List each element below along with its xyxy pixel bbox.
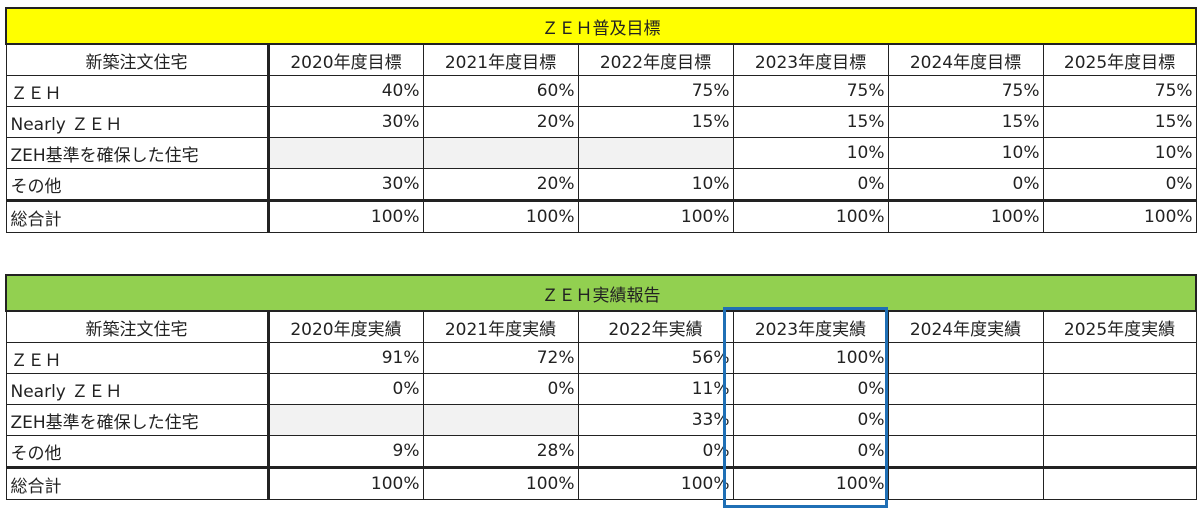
value-cell	[422, 137, 579, 169]
value-cell: 100%	[267, 199, 424, 233]
value-cell	[1042, 435, 1197, 468]
value-cell: 15%	[887, 106, 1044, 138]
value-cell: 75%	[732, 75, 889, 107]
row-label: 総合計	[5, 466, 270, 500]
column-header: 2020年度目標	[267, 43, 424, 76]
column-header: 新築注文住宅	[5, 43, 270, 76]
value-cell	[1042, 373, 1197, 405]
column-header: 2024年度目標	[887, 43, 1044, 76]
row-label: ＺＥＨ	[5, 75, 270, 107]
value-cell: 0%	[267, 373, 424, 405]
value-cell: 10%	[887, 137, 1044, 169]
column-header: 2021年度目標	[422, 43, 579, 76]
value-cell	[887, 373, 1044, 405]
value-cell: 15%	[577, 106, 734, 138]
value-cell: 10%	[577, 168, 734, 201]
value-cell: 100%	[422, 199, 579, 233]
value-cell: 100%	[267, 466, 424, 500]
table-row: Nearly ＺＥＨ 30% 20% 15% 15% 15% 15%	[5, 106, 1197, 138]
column-header: 2025年度目標	[1042, 43, 1197, 76]
value-cell: 75%	[1042, 75, 1197, 107]
column-header: 2024年度実績	[887, 310, 1044, 343]
value-cell: 100%	[577, 466, 734, 500]
row-label: ＺＥＨ	[5, 342, 270, 374]
row-label: ZEH基準を確保した住宅	[5, 404, 270, 436]
value-cell: 15%	[732, 106, 889, 138]
value-cell: 56%	[577, 342, 734, 374]
value-cell: 75%	[887, 75, 1044, 107]
value-cell: 100%	[732, 199, 889, 233]
value-cell: 0%	[887, 168, 1044, 201]
value-cell	[1042, 466, 1197, 500]
value-cell: 0%	[732, 404, 889, 436]
table-row: ＺＥＨ 40% 60% 75% 75% 75% 75%	[5, 75, 1197, 107]
results-title: ＺＥＨ実績報告	[4, 274, 1198, 312]
row-label: 総合計	[5, 199, 270, 233]
value-cell: 0%	[732, 373, 889, 405]
column-header: 2023年度実績	[732, 310, 889, 343]
value-cell: 100%	[732, 342, 889, 374]
targets-title: ＺＥＨ普及目標	[4, 7, 1198, 45]
table-row: その他 9% 28% 0% 0%	[5, 435, 1197, 468]
row-label: その他	[5, 435, 270, 468]
value-cell: 100%	[1042, 199, 1197, 233]
value-cell	[887, 466, 1044, 500]
column-header: 2021年度実績	[422, 310, 579, 343]
table-row: ZEH基準を確保した住宅 33% 0%	[5, 404, 1197, 436]
row-label: ZEH基準を確保した住宅	[5, 137, 270, 169]
value-cell: 72%	[422, 342, 579, 374]
table-row: Nearly ＺＥＨ 0% 0% 11% 0%	[5, 373, 1197, 405]
row-label: その他	[5, 168, 270, 201]
zeh-target-table: ＺＥＨ普及目標 新築注文住宅 2020年度目標 2021年度目標 2022年度目標 202…	[4, 7, 1198, 233]
value-cell	[887, 435, 1044, 468]
value-cell: 9%	[267, 435, 424, 468]
value-cell: 0%	[732, 435, 889, 468]
value-cell: 60%	[422, 75, 579, 107]
row-label: Nearly ＺＥＨ	[5, 373, 270, 405]
value-cell: 33%	[577, 404, 734, 436]
value-cell: 30%	[267, 168, 424, 201]
value-cell: 0%	[1042, 168, 1197, 201]
value-cell	[887, 404, 1044, 436]
value-cell: 0%	[577, 435, 734, 468]
table-row: 総合計 100% 100% 100% 100%	[5, 466, 1197, 500]
value-cell: 20%	[422, 106, 579, 138]
value-cell	[1042, 404, 1197, 436]
table-row: ＺＥＨ 91% 72% 56% 100%	[5, 342, 1197, 374]
value-cell: 91%	[267, 342, 424, 374]
value-cell	[267, 404, 424, 436]
value-cell	[1042, 342, 1197, 374]
value-cell	[267, 137, 424, 169]
value-cell: 40%	[267, 75, 424, 107]
column-header: 新築注文住宅	[5, 310, 270, 343]
value-cell: 75%	[577, 75, 734, 107]
value-cell: 10%	[1042, 137, 1197, 169]
value-cell: 100%	[577, 199, 734, 233]
column-header: 2025年度実績	[1042, 310, 1197, 343]
value-cell	[422, 404, 579, 436]
value-cell: 100%	[422, 466, 579, 500]
column-header: 2022年度目標	[577, 43, 734, 76]
value-cell: 30%	[267, 106, 424, 138]
value-cell: 0%	[732, 168, 889, 201]
value-cell: 100%	[732, 466, 889, 500]
value-cell: 11%	[577, 373, 734, 405]
value-cell: 0%	[422, 373, 579, 405]
value-cell	[577, 137, 734, 169]
column-header: 2020年度実績	[267, 310, 424, 343]
zeh-results-table: ＺＥＨ実績報告 新築注文住宅 2020年度実績 2021年度実績 2022年実績 2023…	[4, 274, 1198, 500]
table-row: その他 30% 20% 10% 0% 0% 0%	[5, 168, 1197, 201]
column-header: 2022年実績	[577, 310, 734, 343]
value-cell: 20%	[422, 168, 579, 201]
value-cell: 10%	[732, 137, 889, 169]
row-label: Nearly ＺＥＨ	[5, 106, 270, 138]
value-cell: 28%	[422, 435, 579, 468]
value-cell: 100%	[887, 199, 1044, 233]
value-cell	[887, 342, 1044, 374]
value-cell: 15%	[1042, 106, 1197, 138]
column-header: 2023年度目標	[732, 43, 889, 76]
table-row: 総合計 100% 100% 100% 100% 100% 100%	[5, 199, 1197, 233]
table-row: ZEH基準を確保した住宅 10% 10% 10%	[5, 137, 1197, 169]
